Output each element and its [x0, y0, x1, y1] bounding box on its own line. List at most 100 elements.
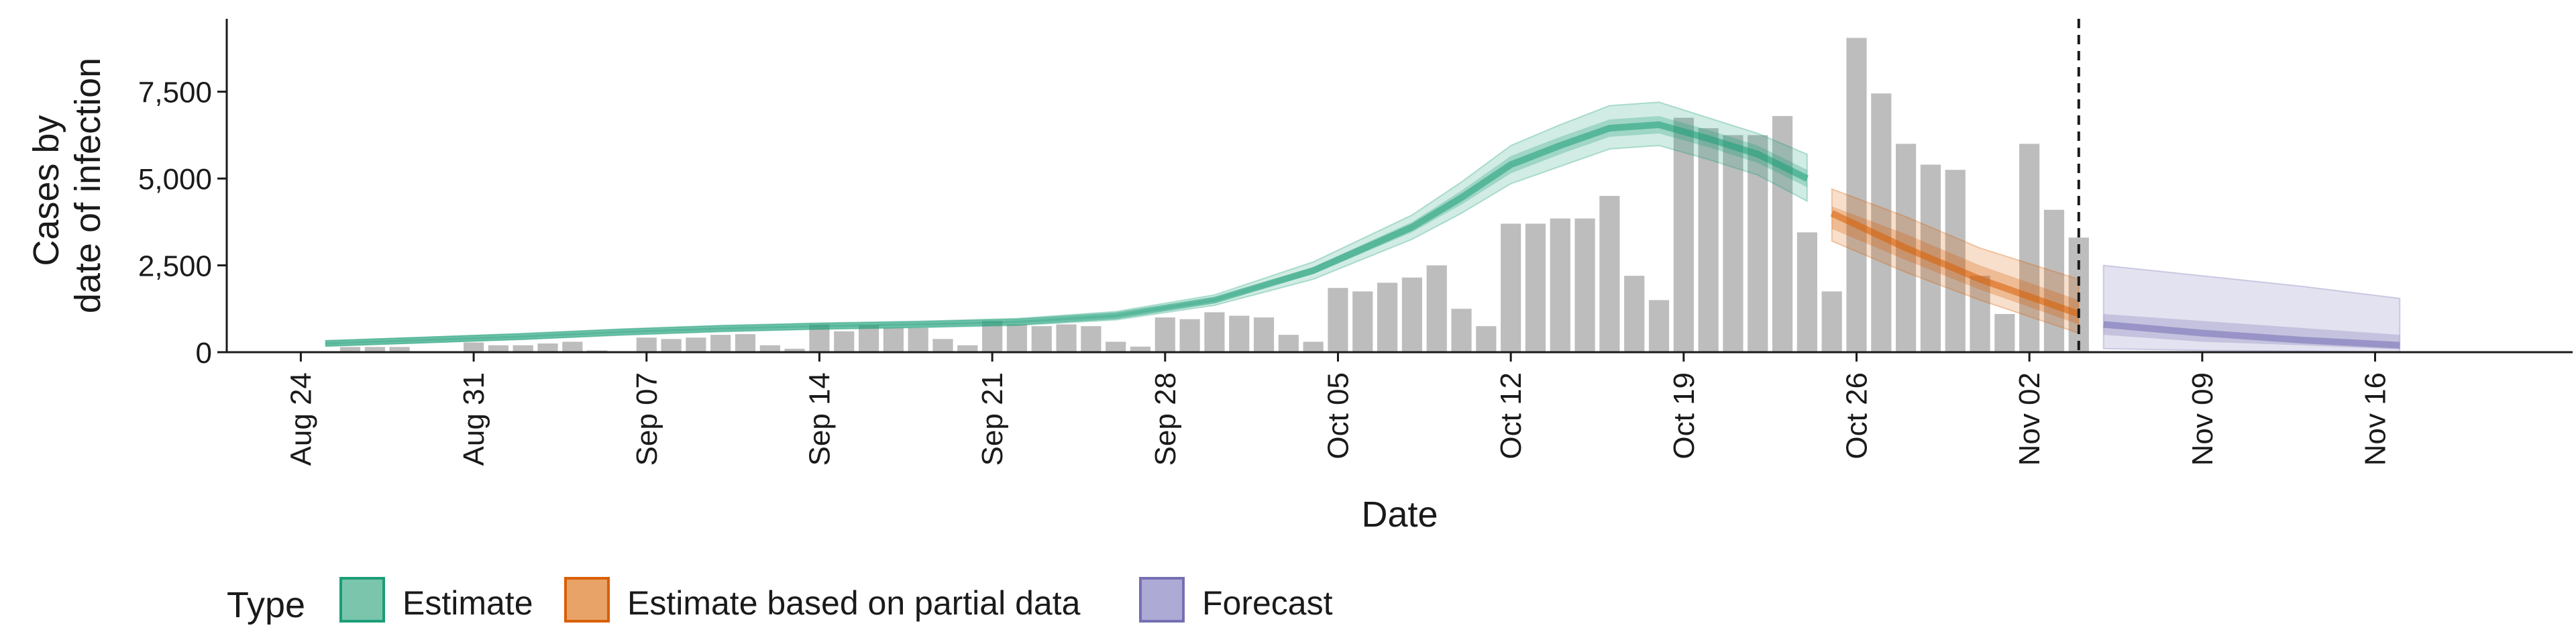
bar — [858, 325, 879, 352]
bar — [908, 327, 928, 352]
bar — [389, 347, 410, 352]
bar — [1501, 223, 1521, 352]
bar — [464, 342, 484, 352]
bar — [1303, 341, 1324, 352]
ribbons-layer — [325, 101, 2401, 354]
bar — [1574, 218, 1595, 352]
legend-label-estimate: Estimate — [402, 584, 533, 622]
bar — [686, 337, 706, 352]
bar — [636, 337, 657, 352]
bar — [1081, 326, 1102, 352]
bar — [735, 334, 756, 352]
bar — [1401, 277, 1422, 352]
bar — [1723, 135, 1743, 352]
x-tick-label: Nov 16 — [2359, 372, 2392, 466]
bar — [1698, 128, 1719, 352]
bar — [834, 331, 855, 352]
bar — [1994, 314, 2015, 352]
bar — [1352, 291, 1373, 352]
bar — [2019, 144, 2040, 352]
bar — [1031, 326, 1052, 352]
x-tick-label: Oct 19 — [1668, 372, 1701, 460]
bar — [1155, 317, 1175, 352]
x-tick-label: Nov 02 — [2013, 372, 2046, 466]
bar — [2043, 209, 2065, 352]
bar — [1426, 265, 1447, 352]
y-axis-title: Cases by date of infection — [26, 58, 108, 313]
forecast-median-line — [2103, 321, 2400, 349]
estimate-based-on-partial-data-median-line — [1830, 210, 2080, 317]
bar — [1624, 276, 1645, 352]
x-tick-label: Sep 14 — [803, 372, 836, 466]
bar — [932, 339, 953, 352]
x-tick-label: Nov 09 — [2186, 372, 2219, 466]
x-tick-label: Aug 31 — [458, 372, 490, 466]
bar — [1796, 232, 1817, 352]
bar — [1648, 300, 1670, 352]
bar — [537, 343, 558, 352]
bar — [1106, 341, 1126, 352]
bar — [1278, 335, 1299, 352]
legend-label-forecast: Forecast — [1202, 584, 1333, 622]
bar — [1525, 223, 1546, 352]
bar — [339, 347, 361, 352]
bar — [957, 345, 978, 352]
bar — [1945, 170, 1966, 352]
x-tick-label: Oct 05 — [1322, 372, 1354, 460]
bar — [1229, 315, 1250, 352]
bar — [1056, 324, 1077, 352]
bar — [1821, 291, 1842, 352]
bar — [1871, 93, 1892, 352]
x-axis-title: Date — [1361, 494, 1438, 535]
y-tick-label: 0 — [196, 337, 212, 370]
x-tick-label: Sep 07 — [631, 372, 663, 466]
x-axis-ticks: Aug 24 Aug 31 Sep 07 Sep 14 Sep 21 Sep 28 Oct … — [284, 352, 2392, 466]
x-tick-label: Oct 12 — [1495, 372, 1527, 460]
bar — [1846, 38, 1867, 352]
legend-key-forecast — [1139, 577, 1185, 623]
legend-key-estimate — [339, 577, 385, 623]
bar — [1550, 218, 1570, 352]
y-tick-label: 5,000 — [138, 163, 212, 196]
y-axis-ticks: 0 2,500 5,000 7,500 — [138, 76, 227, 370]
x-tick-label: Aug 24 — [284, 372, 317, 466]
bar — [364, 347, 385, 352]
bar — [710, 335, 731, 352]
legend-label-estimate-based-on-partial-data: Estimate based on partial data — [627, 584, 1081, 622]
y-tick-label: 7,500 — [138, 76, 212, 109]
bar — [1599, 196, 1620, 352]
legend-title: Type — [227, 585, 305, 625]
bar — [661, 339, 682, 352]
bar — [759, 345, 780, 352]
bar — [1204, 312, 1225, 352]
y-axis-title-line-2: date of infection — [68, 58, 108, 313]
legend: Type Estimate Estimate based on partial d… — [227, 577, 1333, 625]
x-tick-label: Oct 26 — [1840, 372, 1873, 460]
bar — [1253, 317, 1275, 352]
y-axis-title-line-1: Cases by — [26, 115, 66, 266]
y-tick-label: 2,500 — [138, 250, 212, 283]
bar — [1476, 326, 1497, 352]
x-tick-label: Sep 21 — [976, 372, 1009, 466]
bar — [513, 345, 533, 352]
bar — [1748, 135, 1768, 352]
bars-layer — [339, 38, 2089, 353]
x-tick-label: Sep 28 — [1149, 372, 1182, 466]
bar — [1772, 115, 1793, 353]
bar — [1377, 282, 1398, 352]
bar — [883, 327, 904, 352]
bar — [1328, 288, 1348, 352]
bar — [1006, 324, 1028, 352]
bar — [1451, 309, 1472, 352]
bar — [562, 341, 583, 352]
bar — [982, 321, 1003, 352]
bar — [488, 345, 509, 352]
legend-key-estimate-based-on-partial-data — [564, 577, 610, 623]
bar — [784, 348, 805, 352]
bar — [1970, 276, 1990, 352]
bar — [1673, 117, 1694, 352]
bar — [1130, 346, 1151, 352]
estimate-median-line — [325, 121, 1809, 347]
bar — [1179, 319, 1200, 352]
